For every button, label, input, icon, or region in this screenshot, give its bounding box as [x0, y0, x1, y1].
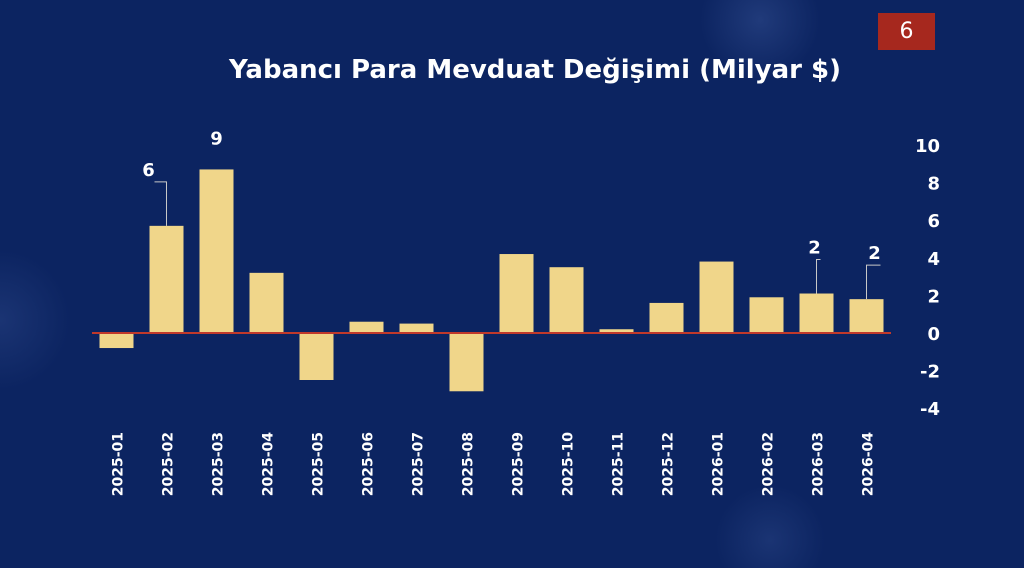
x-category-label: 2025-03 — [211, 432, 227, 496]
y-tick-label: 8 — [927, 174, 940, 195]
data-label-leader — [154, 181, 167, 226]
bar-2026-03 — [799, 293, 834, 333]
y-tick-label: 0 — [927, 324, 940, 345]
bar-2025-07 — [399, 323, 434, 333]
bar-2026-04 — [849, 299, 884, 333]
bar-2025-05 — [299, 333, 334, 380]
bar-2025-12 — [649, 302, 684, 333]
bar-2025-02 — [149, 225, 184, 333]
x-category-label: 2025-08 — [461, 432, 477, 496]
y-tick-label: 6 — [927, 211, 940, 232]
bar-2025-10 — [549, 267, 584, 333]
data-label: 2 — [868, 243, 881, 264]
x-category-label: 2025-11 — [611, 432, 627, 496]
x-category-label: 2026-03 — [811, 432, 827, 496]
x-category-label: 2025-06 — [361, 432, 377, 496]
x-category-label: 2026-01 — [711, 432, 727, 496]
chart-title: Yabancı Para Mevduat Değişimi (Milyar $) — [228, 55, 842, 85]
data-label-leader — [866, 264, 881, 300]
x-category-label: 2025-12 — [661, 432, 677, 496]
bar-2025-03 — [199, 169, 234, 333]
y-tick-label: 10 — [915, 136, 940, 157]
data-label: 9 — [210, 128, 223, 149]
y-tick-label: -2 — [920, 362, 940, 383]
x-category-label: 2025-07 — [411, 432, 427, 496]
x-category-label: 2026-02 — [761, 432, 777, 496]
data-label: 6 — [142, 160, 155, 181]
x-category-label: 2025-02 — [161, 432, 177, 496]
bar-2025-04 — [249, 272, 284, 333]
y-tick-label: -4 — [920, 399, 940, 420]
x-category-label: 2025-01 — [111, 432, 127, 496]
data-label: 2 — [808, 238, 821, 259]
x-category-label: 2025-04 — [261, 432, 277, 497]
bar-2025-06 — [349, 321, 384, 333]
y-tick-label: 4 — [927, 249, 940, 270]
x-category-label: 2026-04 — [861, 432, 877, 497]
bar-2026-02 — [749, 297, 784, 333]
bar-2026-01 — [699, 261, 734, 333]
bar-2025-11 — [599, 329, 634, 333]
y-tick-label: 2 — [927, 286, 940, 307]
slide-number-badge: 6 — [878, 13, 935, 50]
data-label-leader — [816, 259, 821, 294]
bar-2025-09 — [499, 254, 534, 333]
x-category-label: 2025-05 — [311, 432, 327, 496]
x-category-label: 2025-09 — [511, 432, 527, 496]
bar-2025-08 — [449, 333, 484, 392]
x-category-label: 2025-10 — [561, 432, 577, 497]
bar-2025-01 — [99, 333, 134, 349]
